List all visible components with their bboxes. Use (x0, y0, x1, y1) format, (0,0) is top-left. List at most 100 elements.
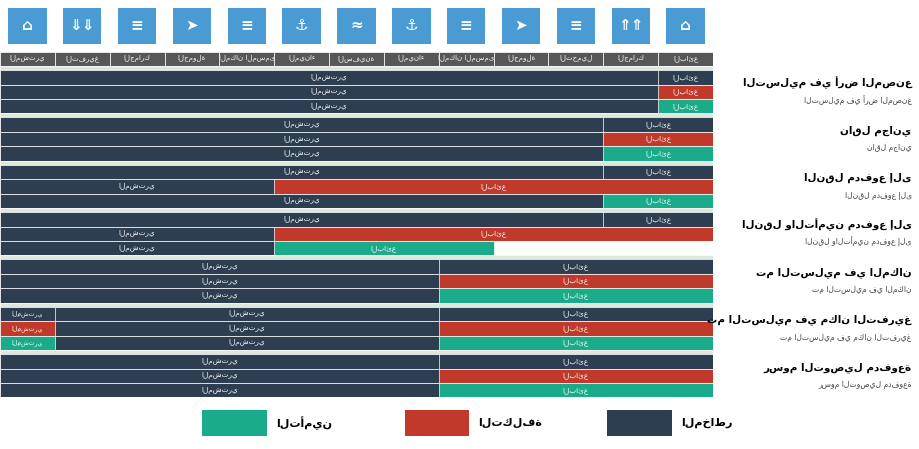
Bar (219, 52, 274, 66)
Text: المشتري: المشتري (200, 292, 237, 299)
Text: البائع: البائع (562, 277, 588, 285)
Bar (8, 8, 47, 44)
Text: البائع: البائع (480, 230, 506, 237)
Bar (0, 288, 712, 303)
Bar (556, 8, 595, 44)
Bar (611, 8, 649, 44)
Text: المخاطر: المخاطر (680, 418, 732, 428)
Text: المشتري: المشتري (12, 325, 43, 332)
Bar (391, 8, 430, 44)
Text: المشتري: المشتري (12, 339, 43, 346)
Text: النقل والتأمين مدفوع إلى: النقل والتأمين مدفوع إلى (804, 238, 911, 247)
Bar (0, 179, 712, 194)
Bar (274, 52, 329, 66)
Bar (0, 132, 712, 146)
Bar (438, 369, 712, 383)
Text: المشتري: المشتري (119, 183, 155, 190)
Text: المشتري: المشتري (283, 136, 320, 143)
Text: البائع: البائع (562, 292, 588, 299)
Text: التكلفة: التكلفة (478, 418, 541, 428)
Text: البائع: البائع (644, 216, 671, 223)
Bar (438, 383, 712, 397)
Text: البائع: البائع (562, 387, 588, 394)
Bar (603, 212, 712, 226)
Text: تم التسليم في المكان: تم التسليم في المكان (811, 285, 911, 294)
Bar (109, 52, 165, 66)
Bar (0, 84, 712, 99)
Bar (0, 165, 712, 179)
Text: ناقل مجاني: ناقل مجاني (866, 143, 911, 152)
Text: البائع: البائع (562, 325, 588, 332)
Bar (0, 66, 712, 70)
Bar (494, 52, 548, 66)
Bar (607, 410, 671, 436)
Text: التفريغ: التفريغ (65, 55, 99, 62)
Bar (274, 241, 494, 255)
Text: ناقل مجاني: ناقل مجاني (840, 125, 911, 136)
Text: ⚓: ⚓ (404, 18, 418, 33)
Bar (202, 410, 267, 436)
Text: تم التسليم في المكان: تم التسليم في المكان (755, 267, 911, 278)
Text: البائع: البائع (562, 263, 588, 270)
Text: البائع: البائع (644, 121, 671, 128)
Bar (0, 99, 712, 114)
Text: المشتري: المشتري (200, 263, 237, 270)
Text: ⌂: ⌂ (679, 18, 690, 33)
Text: المشتري: المشتري (283, 216, 320, 223)
Bar (0, 114, 712, 118)
Text: المشتري: المشتري (228, 339, 265, 346)
Text: المشتري: المشتري (200, 277, 237, 285)
Bar (665, 8, 704, 44)
Bar (404, 410, 469, 436)
Bar (494, 241, 712, 255)
Text: النقل مدفوع إلى: النقل مدفوع إلى (803, 173, 911, 183)
Text: المشتري: المشتري (12, 311, 43, 317)
Text: المشتري: المشتري (200, 372, 237, 379)
Bar (63, 8, 101, 44)
Bar (0, 52, 55, 66)
Text: المشتري: المشتري (283, 150, 320, 157)
Text: التحميل: التحميل (559, 55, 592, 62)
Bar (603, 165, 712, 179)
Bar (0, 208, 712, 212)
Text: المكان المسمى: المكان المسمى (437, 55, 494, 62)
Text: المشتري: المشتري (200, 358, 237, 365)
Bar (0, 274, 712, 288)
Bar (0, 212, 712, 226)
Text: الميناء: الميناء (397, 55, 425, 62)
Text: رسوم التوصيل مدفوعة: رسوم التوصيل مدفوعة (763, 361, 911, 373)
Bar (0, 118, 712, 132)
Bar (0, 369, 712, 383)
Text: البائع: البائع (562, 311, 588, 317)
Bar (0, 307, 55, 321)
Text: النقل والتأمين مدفوع إلى: النقل والتأمين مدفوع إلى (741, 219, 911, 231)
Bar (0, 70, 712, 84)
Text: البائع: البائع (644, 168, 671, 176)
Text: البائع: البائع (672, 88, 698, 95)
Bar (0, 161, 712, 165)
Text: تم التسليم في مكان التفريغ: تم التسليم في مكان التفريغ (707, 314, 911, 325)
Bar (438, 307, 712, 321)
Bar (438, 288, 712, 303)
Text: المشتري: المشتري (119, 245, 155, 251)
Text: ⇑⇑: ⇑⇑ (618, 18, 642, 33)
Bar (603, 132, 712, 146)
Bar (0, 350, 712, 354)
Text: البائع: البائع (370, 245, 397, 251)
Text: الحمولة: الحمولة (177, 55, 206, 62)
Text: الحمولة: الحمولة (506, 55, 535, 62)
Text: البائع: البائع (562, 339, 588, 346)
Bar (383, 52, 438, 66)
Bar (0, 354, 712, 369)
Bar (438, 52, 494, 66)
Text: البائع: البائع (644, 136, 671, 142)
Text: ⚓: ⚓ (294, 18, 308, 33)
Text: المشتري: المشتري (228, 325, 265, 332)
Text: البائع: البائع (672, 74, 698, 81)
Bar (0, 307, 712, 321)
Bar (0, 321, 712, 335)
Text: البائع: البائع (672, 103, 698, 110)
Bar (0, 241, 712, 255)
Bar (438, 335, 712, 350)
Text: البائع: البائع (673, 55, 698, 62)
